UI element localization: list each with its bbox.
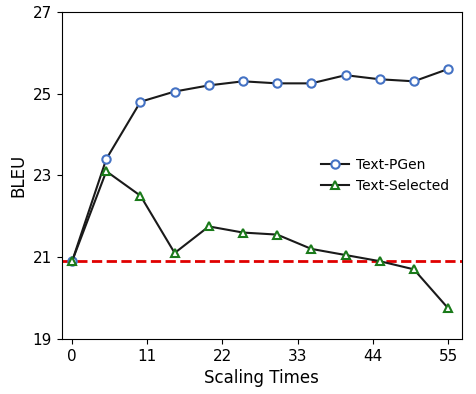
Text-PGen [172, 89, 178, 94]
Text-Selected [69, 259, 75, 264]
Text-PGen [411, 79, 416, 84]
Text-PGen [240, 79, 246, 84]
Legend: Text-PGen, Text-Selected: Text-PGen, Text-Selected [316, 152, 455, 198]
Text-PGen [103, 157, 109, 162]
Text-Selected [411, 267, 416, 272]
Y-axis label: BLEU: BLEU [9, 154, 27, 197]
Text-PGen [274, 81, 280, 86]
Text-PGen [138, 99, 143, 104]
Text-PGen [377, 77, 383, 82]
Text-Selected [377, 259, 383, 264]
Text-PGen [445, 67, 451, 71]
Text-Selected [206, 224, 212, 229]
Text-Selected [308, 247, 314, 251]
Text-PGen [343, 73, 348, 78]
Text-Selected [138, 193, 143, 198]
Text-Selected [343, 253, 348, 257]
Line: Text-Selected: Text-Selected [68, 167, 452, 312]
Text-Selected [240, 230, 246, 235]
X-axis label: Scaling Times: Scaling Times [204, 369, 319, 387]
Text-Selected [172, 251, 178, 255]
Text-Selected [274, 232, 280, 237]
Text-PGen [206, 83, 212, 88]
Line: Text-PGen: Text-PGen [68, 65, 452, 265]
Text-Selected [445, 306, 451, 310]
Text-PGen [308, 81, 314, 86]
Text-PGen [69, 259, 75, 264]
Text-Selected [103, 169, 109, 174]
